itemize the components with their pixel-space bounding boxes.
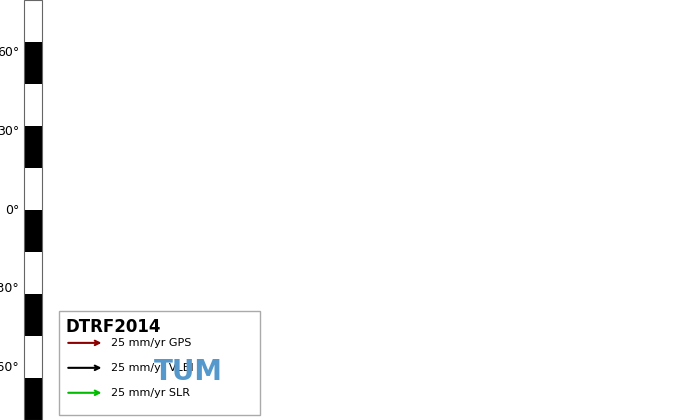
Text: 30°: 30° — [0, 125, 20, 138]
Text: −30°: −30° — [0, 282, 20, 295]
Bar — [24, 126, 42, 168]
Text: 60°: 60° — [0, 46, 20, 59]
Text: TUM: TUM — [154, 358, 223, 386]
Bar — [24, 42, 42, 84]
Bar — [24, 336, 42, 378]
Bar — [24, 0, 42, 42]
Bar — [24, 252, 42, 294]
Bar — [24, 84, 42, 126]
Text: 25 mm/yr SLR: 25 mm/yr SLR — [111, 388, 190, 398]
Bar — [24, 0, 42, 420]
Text: 0°: 0° — [5, 204, 20, 216]
Text: DTRF2014: DTRF2014 — [66, 318, 161, 336]
Text: 25 mm/yr VLBI: 25 mm/yr VLBI — [111, 363, 193, 373]
Text: 25 mm/yr GPS: 25 mm/yr GPS — [111, 338, 191, 348]
Bar — [24, 168, 42, 210]
Bar — [24, 378, 42, 420]
Text: −60°: −60° — [0, 361, 20, 374]
FancyBboxPatch shape — [59, 311, 260, 415]
Bar — [24, 210, 42, 252]
Bar — [24, 294, 42, 336]
